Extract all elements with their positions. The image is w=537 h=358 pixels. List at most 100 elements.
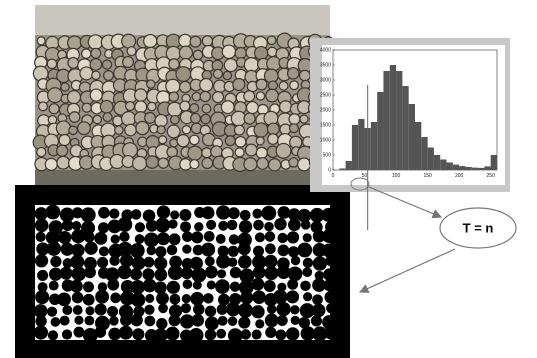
log-blob (238, 255, 252, 269)
log-blob (132, 328, 144, 340)
log-blob (135, 222, 145, 232)
log-blob (132, 256, 146, 270)
log-blob (120, 254, 133, 267)
log-end (78, 122, 91, 135)
log-end (93, 115, 101, 123)
log-end (88, 35, 102, 49)
log-end (157, 126, 165, 134)
log-pile-photo (33, 5, 337, 185)
log-end (37, 37, 45, 45)
log-blob (201, 243, 215, 257)
log-end (222, 45, 235, 58)
log-blob (192, 268, 207, 283)
histogram-bar (472, 168, 478, 170)
log-blob (167, 281, 180, 294)
log-end (169, 92, 178, 101)
log-blob (154, 257, 167, 270)
log-end (136, 122, 149, 135)
log-blob (135, 234, 145, 244)
log-blob (81, 207, 96, 222)
log-blob (47, 307, 57, 317)
log-blob (73, 305, 83, 315)
log-blob (35, 315, 46, 326)
log-end (213, 92, 224, 103)
log-blob (180, 221, 191, 232)
log-blob (48, 330, 58, 340)
histogram-bar (447, 163, 453, 171)
histogram-bar (352, 125, 358, 170)
log-end (68, 58, 79, 69)
log-blob (274, 218, 286, 230)
log-end (103, 113, 112, 122)
log-blob (74, 316, 83, 325)
log-end (202, 158, 213, 169)
log-blob (265, 231, 276, 242)
log-blob (261, 206, 276, 221)
log-blob (83, 294, 95, 306)
log-blob (158, 303, 168, 313)
histogram-bar (371, 122, 377, 170)
log-end (244, 158, 257, 171)
log-end (158, 158, 168, 168)
log-end (289, 158, 298, 167)
log-blob (84, 316, 94, 326)
log-end (279, 82, 288, 91)
log-blob (240, 329, 251, 340)
log-blob (182, 294, 191, 303)
log-blob (155, 246, 166, 257)
log-end (57, 145, 68, 156)
y-tick-label: 2000 (320, 108, 331, 114)
log-blob (131, 280, 145, 294)
y-tick-label: 500 (323, 153, 332, 159)
log-blob (204, 231, 215, 242)
log-blob (189, 328, 204, 343)
log-blob (147, 246, 157, 256)
log-blob (179, 209, 191, 221)
log-blob (321, 208, 335, 222)
log-blob (207, 280, 216, 289)
log-end (125, 124, 137, 136)
log-blob (251, 305, 264, 318)
log-end (182, 126, 190, 134)
log-blob (95, 303, 107, 315)
log-end (268, 134, 278, 144)
log-blob (205, 306, 216, 317)
log-end (257, 158, 269, 170)
log-blob (168, 265, 183, 280)
log-end (82, 103, 91, 112)
log-blob (49, 281, 59, 291)
log-end (47, 59, 56, 68)
log-end (267, 123, 279, 135)
log-end (82, 49, 91, 58)
log-blob (252, 209, 262, 219)
log-blob (34, 325, 48, 339)
log-end (289, 114, 300, 125)
histogram-bar (428, 148, 434, 171)
log-blob (324, 326, 338, 340)
log-end (276, 143, 291, 158)
x-tick-label: 150 (423, 173, 432, 179)
log-end (69, 112, 80, 123)
log-blob (326, 303, 336, 313)
log-blob (72, 292, 84, 304)
log-blob (98, 222, 109, 233)
log-blob (131, 209, 141, 219)
log-end (256, 92, 264, 100)
log-end (224, 59, 237, 72)
log-end (147, 80, 155, 88)
y-tick-label: 1500 (320, 123, 331, 129)
log-end (202, 36, 212, 46)
log-blob (169, 233, 181, 245)
y-tick-label: 4000 (320, 48, 331, 54)
log-end (176, 67, 191, 82)
log-end (179, 34, 192, 47)
log-end (45, 158, 57, 170)
log-end (180, 101, 190, 111)
log-blob (155, 218, 170, 233)
log-end (104, 71, 114, 81)
log-blob (120, 314, 132, 326)
log-end (267, 36, 276, 45)
log-end (169, 59, 179, 69)
log-blob (303, 233, 312, 242)
log-blob (73, 327, 84, 338)
